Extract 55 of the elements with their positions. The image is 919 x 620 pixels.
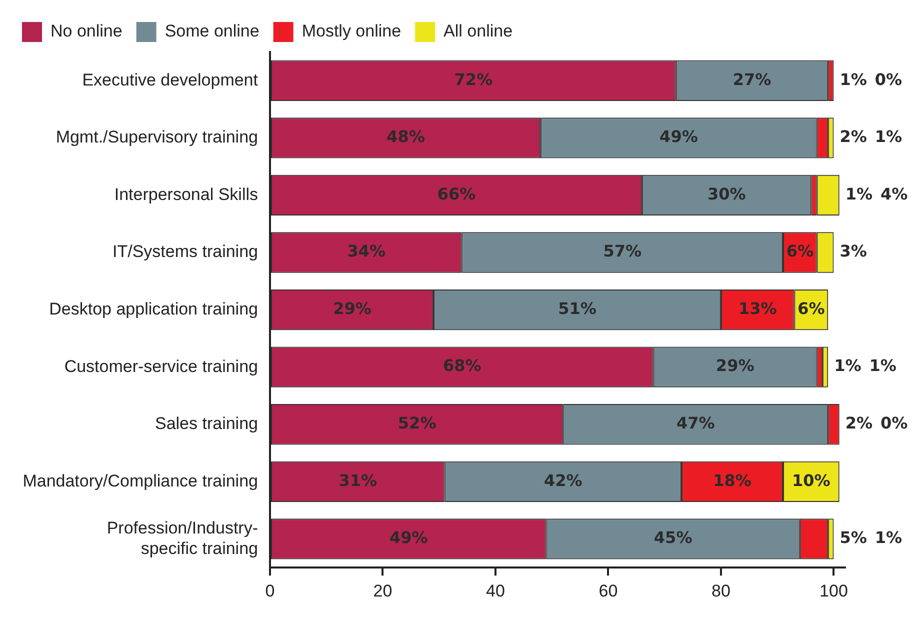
- legend-label: No online: [50, 22, 122, 41]
- data-label: 5%: [840, 528, 867, 548]
- y-tick-label: Mgmt./Supervisory training: [56, 128, 258, 147]
- legend-label: Mostly online: [302, 22, 402, 41]
- data-label: 49%: [660, 127, 698, 146]
- data-label: 45%: [654, 528, 692, 548]
- data-label: 0%: [880, 414, 908, 433]
- data-label: 66%: [437, 184, 476, 204]
- data-label: 29%: [716, 356, 754, 376]
- data-label: 1%: [869, 356, 896, 376]
- data-label: 57%: [603, 242, 642, 261]
- y-tick-label: Executive development: [82, 70, 258, 90]
- data-label: 72%: [454, 70, 493, 89]
- legend-label: Some online: [164, 22, 260, 41]
- data-label: 27%: [732, 70, 772, 89]
- data-label: 29%: [333, 298, 372, 318]
- data-label: 31%: [338, 470, 378, 490]
- data-label: 48%: [386, 127, 425, 146]
- x-tick-label: 20: [373, 581, 392, 600]
- y-tick-label: Mandatory/Compliance training: [22, 471, 258, 490]
- data-label: 30%: [707, 184, 746, 204]
- data-label: 42%: [544, 470, 582, 490]
- x-tick-label: 40: [486, 581, 505, 600]
- data-label: 1%: [845, 184, 873, 204]
- x-tick-label: 0: [265, 581, 275, 600]
- data-label: 1%: [834, 356, 862, 376]
- data-label: 34%: [347, 242, 386, 261]
- y-tick-label: Customer-service training: [64, 356, 258, 376]
- y-tick-label: Profession/Industry-specific training: [106, 518, 258, 558]
- data-label: 68%: [443, 356, 482, 376]
- x-tick-label: 60: [598, 581, 618, 600]
- data-label: 2%: [845, 414, 873, 433]
- data-label: 1%: [874, 528, 902, 548]
- data-label: 2%: [840, 127, 867, 146]
- data-label: 1%: [840, 70, 867, 89]
- data-label: 47%: [676, 414, 715, 433]
- data-label: 3%: [840, 242, 867, 261]
- data-label: 1%: [874, 127, 902, 146]
- data-label: 6%: [798, 298, 825, 318]
- data-label: 0%: [874, 70, 902, 89]
- y-tick-label: Sales training: [154, 414, 258, 434]
- data-label: 4%: [880, 184, 908, 204]
- y-tick-label: IT/Systems training: [112, 242, 258, 262]
- y-tick-label: Interpersonal Skills: [114, 184, 258, 204]
- data-label: 6%: [786, 242, 814, 261]
- data-label: 49%: [389, 528, 428, 548]
- x-tick-label: 80: [712, 581, 730, 600]
- data-label: 52%: [398, 414, 436, 433]
- y-tick-label: Desktop application training: [49, 299, 258, 318]
- data-label: 13%: [738, 298, 777, 318]
- legend-label: All online: [444, 22, 513, 41]
- x-tick-label: 100: [820, 581, 848, 600]
- data-label: 51%: [558, 298, 596, 318]
- data-label: 10%: [792, 470, 830, 490]
- data-label: 18%: [713, 470, 752, 490]
